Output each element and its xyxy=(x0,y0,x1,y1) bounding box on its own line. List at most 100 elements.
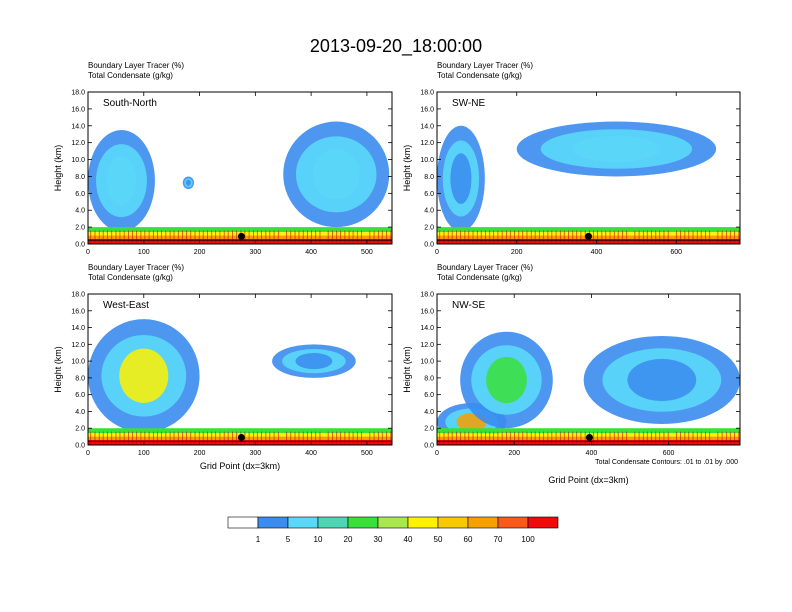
colorbar-swatch xyxy=(407,516,439,529)
cloud-inner xyxy=(185,179,191,186)
panel-subtitle-1: Boundary Layer Tracer (%) xyxy=(88,61,184,70)
panel-4: 0.0 2.0 4.0 6.0 8.0 10.0 12.0 14.0 16.0 18.0 0 200 4… xyxy=(402,263,741,485)
colorbar-label: 10 xyxy=(314,535,323,544)
site-marker xyxy=(585,433,593,441)
ytick-label: 8.0 xyxy=(424,174,434,181)
colorbar-label: 50 xyxy=(434,535,443,544)
panel-label: NW-SE xyxy=(452,300,485,311)
site-marker xyxy=(237,433,245,441)
contour-note: Total Condensate Contours: .01 to .01 by… xyxy=(595,459,738,466)
ytick-label: 2.0 xyxy=(424,426,434,433)
cloud-inner xyxy=(106,156,137,205)
tracer-field xyxy=(88,319,392,445)
ytick-label: 10.0 xyxy=(420,157,434,164)
ytick-label: 14.0 xyxy=(420,325,434,332)
ytick-label: 14.0 xyxy=(71,123,85,130)
colorbar-swatch xyxy=(347,516,379,529)
tracer-field xyxy=(437,121,740,244)
boundary-layer-band xyxy=(88,439,392,445)
panel-1: 0.0 2.0 4.0 6.0 8.0 10.0 12.0 14.0 16.0 18.0 0 100 2… xyxy=(53,61,393,256)
panel-subtitle-1: Boundary Layer Tracer (%) xyxy=(88,263,184,272)
ytick-label: 10.0 xyxy=(71,359,85,366)
panel-2: 0.0 2.0 4.0 6.0 8.0 10.0 12.0 14.0 16.0 18.0 0 200 4… xyxy=(402,61,741,256)
ytick-label: 18.0 xyxy=(71,292,85,299)
panel-subtitle-2: Total Condensate (g/kg) xyxy=(437,273,522,282)
xtick-label: 200 xyxy=(511,249,523,256)
ytick-label: 10.0 xyxy=(71,157,85,164)
cloud-inner xyxy=(572,135,661,163)
ytick-label: 8.0 xyxy=(424,375,434,382)
xtick-label: 0 xyxy=(86,249,90,256)
xtick-label: 400 xyxy=(586,450,598,457)
boundary-layer-band xyxy=(88,428,392,434)
colorbar-swatch xyxy=(527,516,559,529)
ytick-label: 18.0 xyxy=(420,90,434,97)
xtick-label: 400 xyxy=(591,249,603,256)
ytick-label: 18.0 xyxy=(71,90,85,97)
colorbar-label: 30 xyxy=(374,535,383,544)
ytick-label: 12.0 xyxy=(71,342,85,349)
ytick-label: 12.0 xyxy=(420,140,434,147)
boundary-layer-band xyxy=(437,439,740,445)
ylabel: Height (km) xyxy=(53,346,63,393)
xtick-label: 600 xyxy=(663,450,675,457)
ytick-label: 4.0 xyxy=(75,409,85,416)
colorbar-label: 5 xyxy=(286,535,291,544)
panel-subtitle-1: Boundary Layer Tracer (%) xyxy=(437,263,533,272)
xtick-label: 0 xyxy=(86,450,90,457)
site-marker xyxy=(585,232,592,240)
ylabel: Height (km) xyxy=(53,145,63,192)
xtick-label: 400 xyxy=(305,450,317,457)
colorbar-swatch xyxy=(437,516,469,529)
cloud-inner xyxy=(486,356,527,404)
ytick-label: 16.0 xyxy=(420,106,434,113)
colorbar-swatch xyxy=(467,516,499,529)
ytick-label: 6.0 xyxy=(424,191,434,198)
ytick-label: 4.0 xyxy=(75,208,85,215)
cloud-inner xyxy=(450,153,472,204)
xtick-label: 0 xyxy=(435,450,439,457)
colorbar-swatch xyxy=(227,516,259,529)
plot-frame xyxy=(436,293,741,446)
colorbar-label: 70 xyxy=(494,535,503,544)
ytick-label: 0.0 xyxy=(424,443,434,450)
xtick-label: 200 xyxy=(508,450,520,457)
plot-frame xyxy=(87,91,393,245)
xlabel: Grid Point (dx=3km) xyxy=(548,475,628,485)
boundary-layer-band xyxy=(88,227,392,233)
cloud-inner xyxy=(119,348,169,403)
ytick-label: 4.0 xyxy=(424,208,434,215)
ytick-label: 2.0 xyxy=(75,426,85,433)
ytick-label: 6.0 xyxy=(75,191,85,198)
xtick-label: 100 xyxy=(138,450,150,457)
panel-subtitle-2: Total Condensate (g/kg) xyxy=(88,71,173,80)
colorbar-swatch xyxy=(497,516,529,529)
plot-frame xyxy=(87,293,393,446)
xtick-label: 500 xyxy=(361,450,373,457)
ytick-label: 2.0 xyxy=(75,225,85,232)
cloud-inner xyxy=(312,149,360,200)
plot-frame xyxy=(436,91,741,245)
colorbar-label: 100 xyxy=(521,535,535,544)
xtick-label: 400 xyxy=(305,249,317,256)
ytick-label: 12.0 xyxy=(420,342,434,349)
ytick-label: 0.0 xyxy=(424,242,434,249)
colorbar-swatch xyxy=(317,516,349,529)
cloud-inner xyxy=(627,358,697,402)
boundary-layer-band xyxy=(437,238,740,244)
xlabel: Grid Point (dx=3km) xyxy=(200,461,280,471)
panel-label: South-North xyxy=(103,98,157,109)
ytick-label: 0.0 xyxy=(75,242,85,249)
ytick-label: 16.0 xyxy=(71,106,85,113)
panel-subtitle-2: Total Condensate (g/kg) xyxy=(437,71,522,80)
xtick-label: 200 xyxy=(194,249,206,256)
panel-subtitle-1: Boundary Layer Tracer (%) xyxy=(437,61,533,70)
tracer-field xyxy=(88,121,392,244)
ytick-label: 6.0 xyxy=(75,392,85,399)
boundary-layer-band xyxy=(88,238,392,244)
colorbar-label: 1 xyxy=(256,535,261,544)
colorbar-label: 20 xyxy=(344,535,353,544)
xtick-label: 100 xyxy=(138,249,150,256)
colorbar: 1 5 10 20 30 40 50 60 70 100 xyxy=(227,516,559,544)
ytick-label: 18.0 xyxy=(420,292,434,299)
